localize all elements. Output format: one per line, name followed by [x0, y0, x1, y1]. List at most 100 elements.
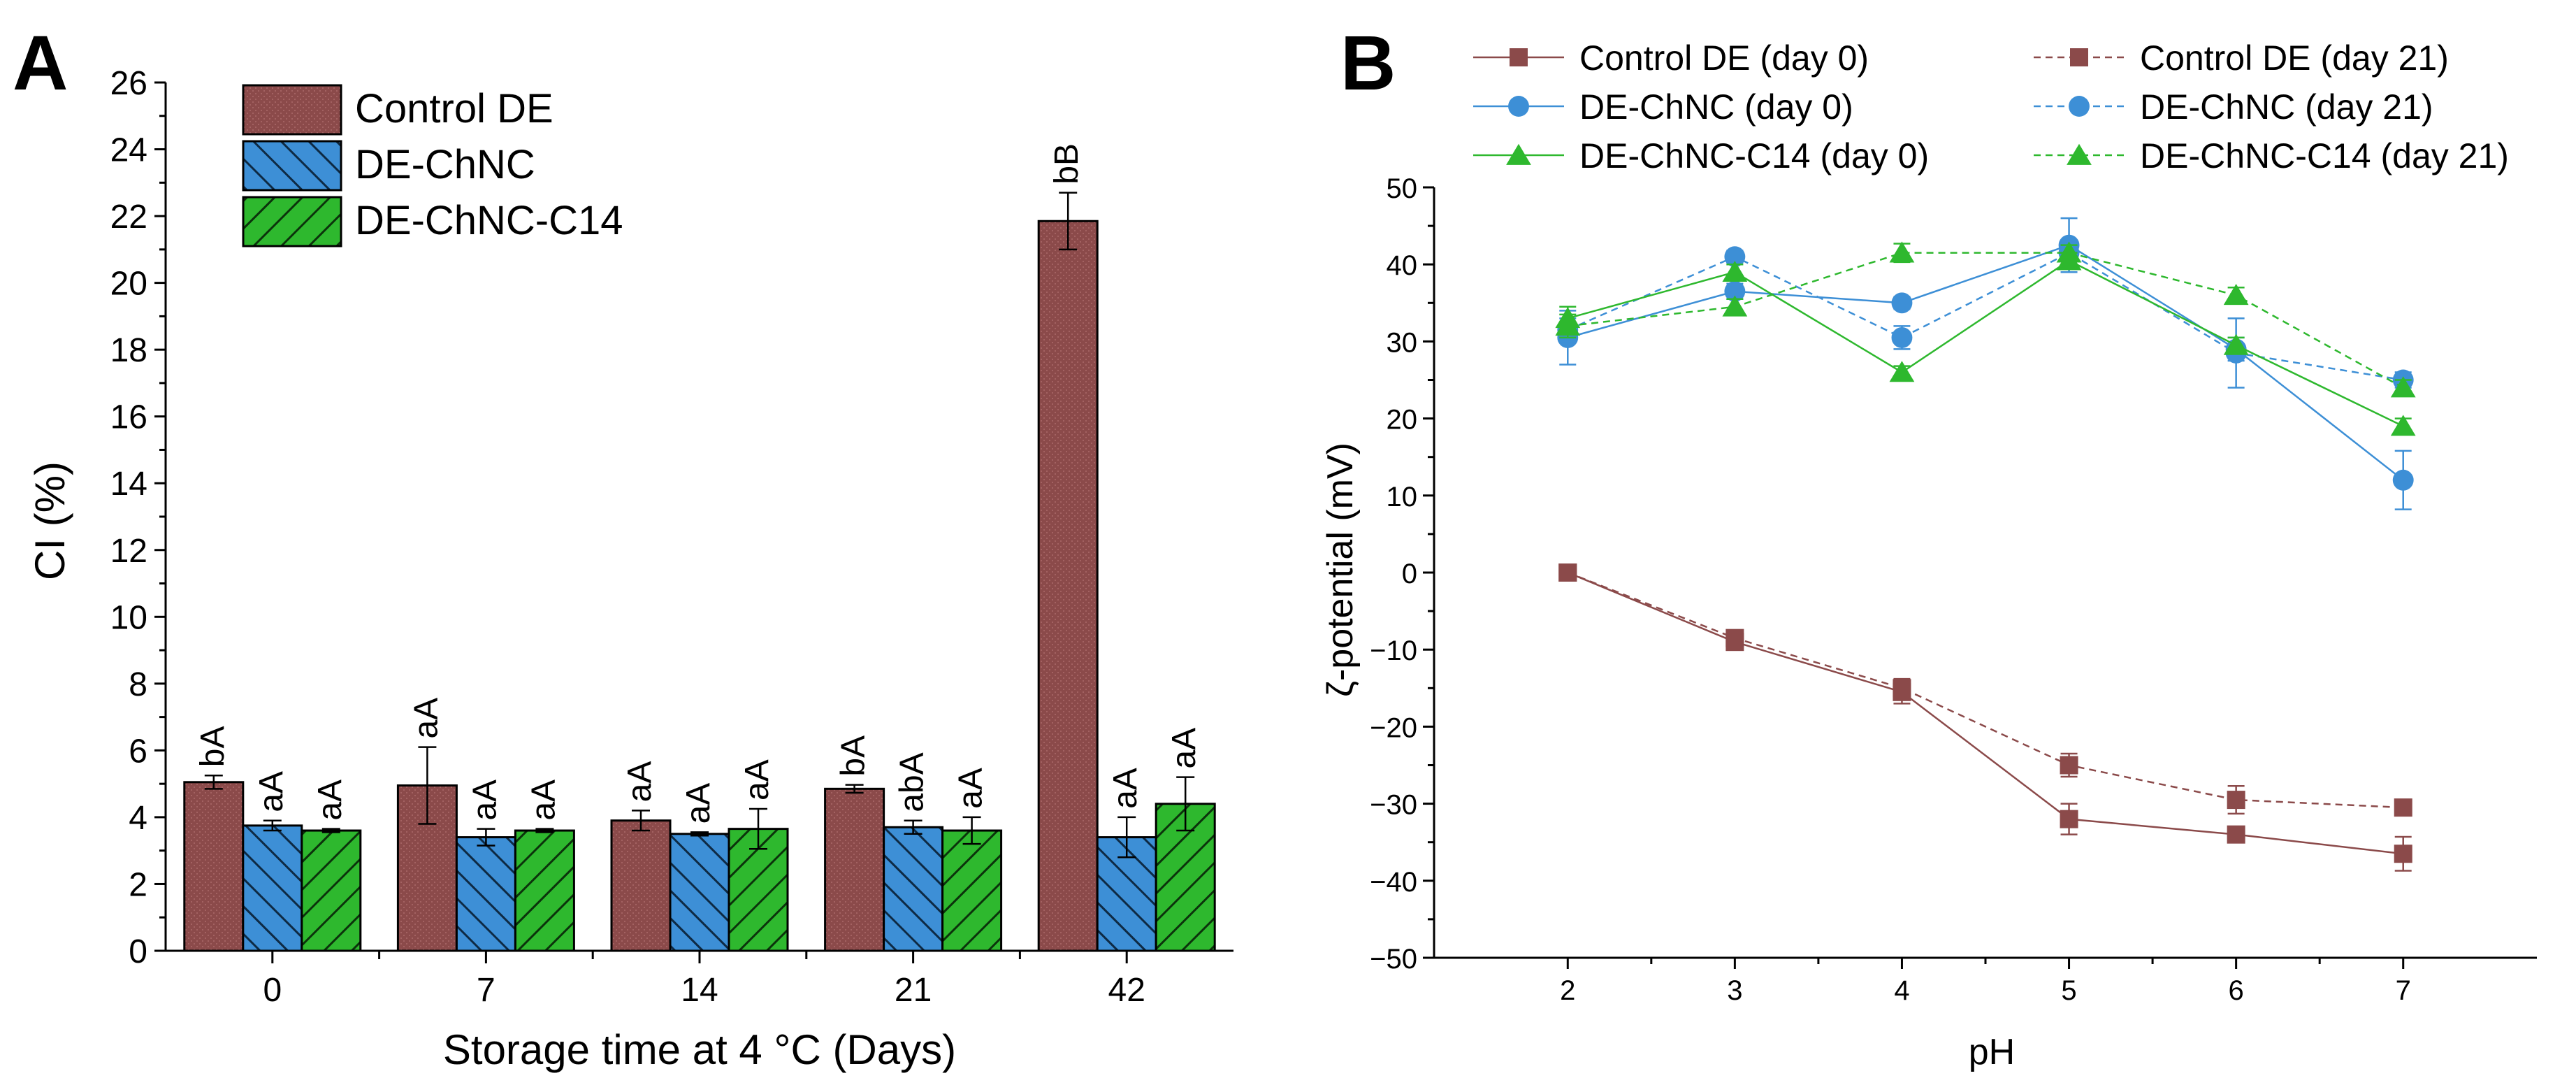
legend-label: Control DE [355, 86, 553, 131]
data-point [1508, 96, 1529, 117]
y-tick-label: 14 [110, 466, 147, 503]
y-tick-label: 30 [1387, 327, 1418, 358]
data-point [1889, 361, 1915, 382]
data-label: bB [1048, 143, 1085, 185]
data-label: aA [407, 698, 444, 739]
data-point [2060, 756, 2078, 775]
y-tick-label: −50 [1370, 944, 1417, 975]
panel-b-line-chart: B −50 −40 −30 −20 −10 0 10 20 30 40 50 2 3 4 5 6 7 Contro… [1320, 20, 2537, 1072]
x-tick-label: 0 [263, 972, 282, 1009]
data-label: aA [680, 783, 717, 824]
data-point [2394, 798, 2412, 817]
data-point [1891, 292, 1913, 314]
data-point [1722, 260, 1748, 282]
bar [301, 829, 362, 952]
data-label: abA [894, 752, 931, 812]
y-tick-label: 24 [110, 132, 147, 169]
legend-label: DE-ChNC [355, 142, 535, 187]
data-label: aA [253, 771, 290, 812]
data-point [1724, 280, 1746, 302]
data-point [2223, 284, 2249, 306]
data-point [1558, 563, 1577, 582]
series-group [1555, 249, 2416, 436]
y-tick-label: 26 [110, 65, 147, 102]
data-label: aA [953, 768, 990, 809]
bar [455, 836, 516, 952]
bar [183, 781, 245, 952]
y-tick-label: 8 [129, 666, 147, 703]
bar [1037, 220, 1099, 952]
x-tick-label: 42 [1108, 972, 1145, 1009]
panel-a-x-axis-title: Storage time at 4 °C (Days) [443, 1026, 956, 1073]
legend-label: Control DE (day 0) [1579, 38, 1869, 78]
series-group [1555, 241, 2416, 398]
series-line [1567, 252, 2403, 381]
panel-a-label: A [13, 20, 68, 106]
bar [514, 829, 575, 952]
panel-b-plot-area: −50 −40 −30 −20 −10 0 10 20 30 40 50 2 3 4 5 6 7 Control … [1370, 38, 2537, 1006]
bar [883, 826, 944, 952]
data-label: aA [1166, 728, 1203, 769]
legend-label: DE-ChNC (day 0) [1579, 87, 1853, 127]
y-tick-label: 0 [129, 933, 147, 970]
panel-b-x-axis-title: pH [1969, 1032, 2015, 1072]
data-point [1725, 628, 1744, 647]
y-tick-label: 20 [1387, 405, 1418, 436]
y-tick-label: 12 [110, 533, 147, 570]
series-group [1557, 217, 2414, 510]
x-tick-label: 5 [2061, 975, 2076, 1006]
series-line [1567, 571, 2403, 855]
data-point [2056, 241, 2082, 263]
series-line [1567, 244, 2404, 481]
data-point [2227, 791, 2245, 810]
bar [941, 829, 1003, 952]
series-line [1568, 252, 2404, 389]
legend: Control DE (day 0) DE-ChNC (day 0) DE-ChNC… [1473, 38, 2509, 175]
legend-swatch [242, 196, 342, 247]
data-point [1555, 315, 1581, 336]
data-point [2390, 415, 2416, 436]
x-tick-label: 2 [1560, 975, 1575, 1006]
data-label: aA [466, 780, 503, 821]
panel-b-label: B [1340, 20, 1396, 106]
legend-label: Control DE (day 21) [2140, 38, 2449, 78]
data-label: aA [621, 761, 658, 803]
x-tick-label: 21 [895, 972, 932, 1009]
data-label: aA [525, 780, 562, 821]
legend-swatch [242, 84, 342, 136]
y-tick-label: 10 [110, 599, 147, 636]
x-tick-label: 14 [681, 972, 718, 1009]
y-tick-label: 20 [110, 266, 147, 303]
y-tick-label: −40 [1370, 867, 1417, 898]
data-label: aA [1107, 768, 1144, 809]
bar [610, 819, 672, 952]
data-label: bA [835, 735, 872, 777]
y-tick-label: −30 [1370, 790, 1417, 821]
data-point [2227, 825, 2245, 844]
panel-b-y-axis-title: ζ-potential (mV) [1320, 443, 1361, 697]
legend: Control DE DE-ChNC DE-ChNC-C14 [242, 84, 623, 247]
series-group [1558, 563, 2412, 817]
legend-label: DE-ChNC (day 21) [2140, 87, 2433, 127]
x-tick-label: 3 [1727, 975, 1742, 1006]
data-label: bA [194, 726, 231, 767]
data-point [1891, 326, 1913, 348]
y-tick-label: −10 [1370, 635, 1417, 666]
panel-a-y-axis-title: CI (%) [27, 461, 73, 580]
y-tick-label: 10 [1387, 482, 1418, 512]
data-point [1506, 143, 1531, 165]
data-point [1893, 679, 1911, 698]
data-point [1510, 48, 1528, 66]
y-tick-label: 22 [110, 199, 147, 236]
data-point [2060, 810, 2078, 828]
legend-swatch [242, 140, 342, 192]
data-point [2392, 469, 2414, 491]
data-point [1724, 246, 1746, 268]
bar [242, 824, 303, 952]
data-point [2390, 376, 2416, 398]
legend-label: DE-ChNC-C14 (day 21) [2140, 136, 2509, 175]
data-point [1722, 295, 1748, 317]
